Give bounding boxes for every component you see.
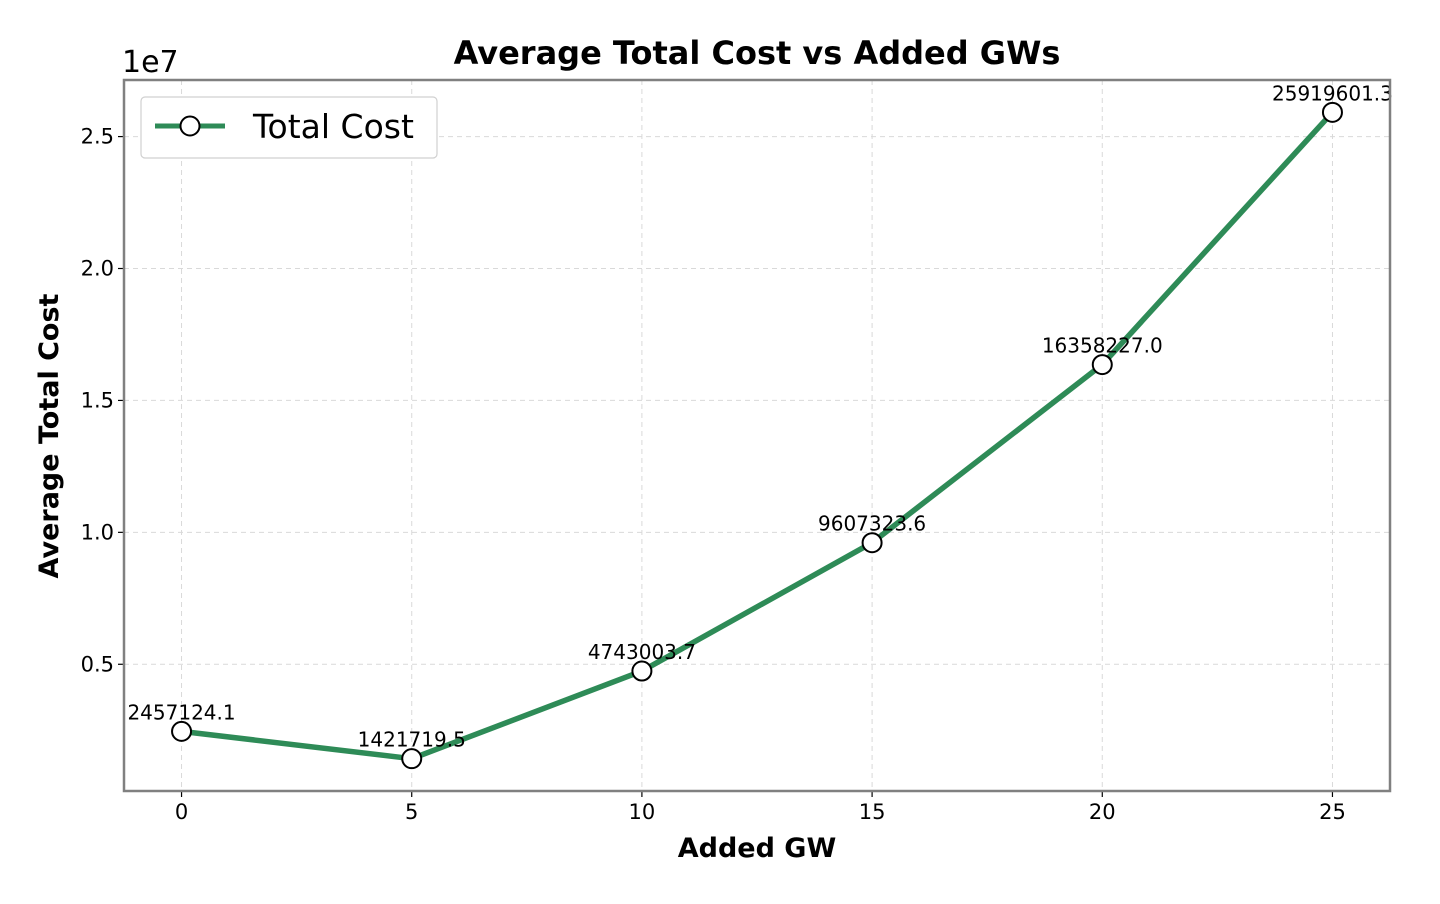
chart-title: Average Total Cost vs Added GWs [454, 34, 1061, 72]
data-label: 2457124.1 [127, 700, 235, 724]
plot-frame [122, 78, 1392, 793]
y-axis-label: Average Total Cost [34, 293, 65, 578]
y-tick-label: 2.0 [81, 257, 114, 281]
data-label: 1421719.5 [358, 728, 466, 752]
legend-box [140, 96, 438, 159]
y-tick-label: 1.5 [81, 388, 114, 412]
x-tick-label: 20 [1089, 800, 1116, 824]
x-tick-label: 10 [629, 800, 656, 824]
y-offset-label: 1e7 [122, 45, 179, 80]
x-axis-label: Added GW [678, 833, 837, 864]
x-tick-label: 25 [1319, 800, 1346, 824]
data-point [171, 720, 193, 742]
y-tick-label: 1.0 [81, 520, 114, 544]
data-point [401, 748, 423, 770]
grid [124, 80, 1390, 791]
x-tick-label: 0 [175, 800, 188, 824]
legend: Total Cost [140, 96, 438, 159]
data-point [861, 532, 883, 554]
data-label: 9607323.6 [818, 512, 926, 536]
data-label: 4743003.7 [588, 640, 696, 664]
data-point [1321, 101, 1343, 123]
y-tick-label: 2.5 [81, 125, 114, 149]
legend-marker [179, 115, 201, 137]
x-axis-ticks: 0 5 10 15 20 25 [175, 791, 1346, 824]
series-total-cost: 2457124.1 1421719.5 4743003.7 9607323.6 1635… [127, 81, 1393, 770]
data-point [1091, 354, 1113, 376]
data-point [631, 660, 653, 682]
series-line [181, 110, 1335, 762]
x-tick-label: 15 [859, 800, 886, 824]
y-axis-ticks: 0.5 1.0 1.5 2.0 2.5 [81, 125, 124, 676]
legend-label: Total Cost [252, 107, 414, 146]
data-label: 16358227.0 [1042, 334, 1163, 358]
y-tick-label: 0.5 [81, 652, 114, 676]
x-tick-label: 5 [405, 800, 418, 824]
data-label: 25919601.3 [1272, 81, 1393, 105]
